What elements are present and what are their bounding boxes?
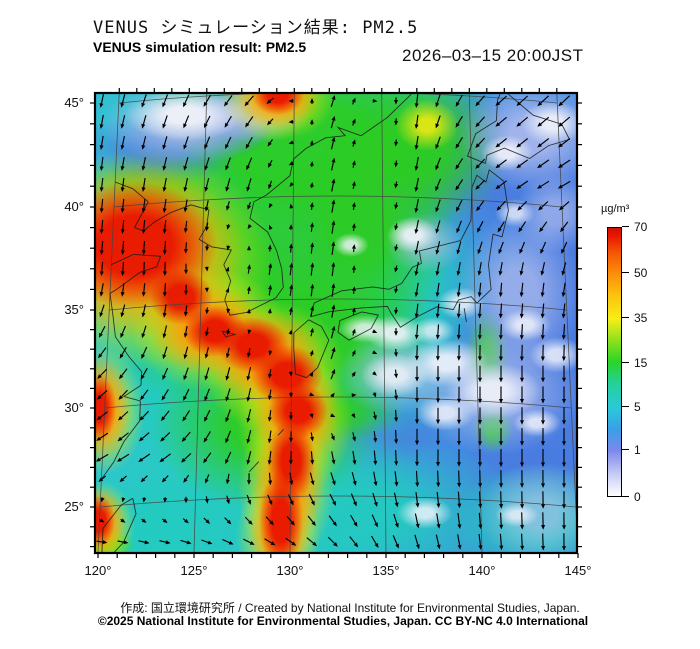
degree-ticks xyxy=(90,88,582,558)
map-canvas xyxy=(90,88,582,558)
colorbar xyxy=(607,227,622,497)
lat-tick-label: 25° xyxy=(64,499,84,514)
colorbar-tick-label: 50 xyxy=(634,265,648,280)
page-title-ja: VENUS シミュレーション結果: PM2.5 xyxy=(93,18,419,38)
timestamp: 2026–03–15 20:00JST xyxy=(402,46,584,65)
colorbar-tick xyxy=(622,226,629,228)
colorbar-tick xyxy=(622,406,629,408)
wind-arrows xyxy=(95,93,571,551)
lat-tick-label: 30° xyxy=(64,400,84,415)
coastlines xyxy=(101,93,571,553)
colorbar-tick xyxy=(622,272,629,274)
page-title-en: VENUS simulation result: PM2.5 xyxy=(93,39,307,55)
lon-tick-label: 140° xyxy=(468,563,496,578)
colorbar-tick xyxy=(622,317,629,319)
colorbar-tick-label: 15 xyxy=(634,356,648,371)
colorbar-tick xyxy=(622,496,629,498)
lat-tick-label: 45° xyxy=(64,95,84,110)
map-overlay-svg xyxy=(90,88,582,558)
lon-tick-label: 145° xyxy=(564,563,592,578)
colorbar-tick xyxy=(622,449,629,451)
colorbar-unit: µg/m³ xyxy=(601,203,630,215)
colorbar-tick-label: 0 xyxy=(634,490,641,504)
lat-tick-label: 40° xyxy=(64,199,84,214)
grid-lines xyxy=(97,93,577,553)
lat-tick-label: 35° xyxy=(64,302,84,317)
colorbar-tick xyxy=(622,362,629,364)
footer-copyright: ©2025 National Institute for Environment… xyxy=(97,614,589,628)
lon-tick-label: 130° xyxy=(276,563,304,578)
map-border xyxy=(93,91,579,555)
colorbar-tick-label: 35 xyxy=(634,310,648,325)
lon-tick-label: 135° xyxy=(372,563,400,578)
colorbar-tick-label: 5 xyxy=(634,400,641,415)
colorbar-tick-label: 70 xyxy=(634,220,648,234)
colorbar-tick-label: 1 xyxy=(634,443,641,458)
lon-tick-label: 120° xyxy=(84,563,112,578)
footer-credit: 作成: 国立環境研究所 / Created by National Instit… xyxy=(120,601,580,615)
pm25-field xyxy=(95,93,577,553)
lon-tick-label: 125° xyxy=(180,563,208,578)
